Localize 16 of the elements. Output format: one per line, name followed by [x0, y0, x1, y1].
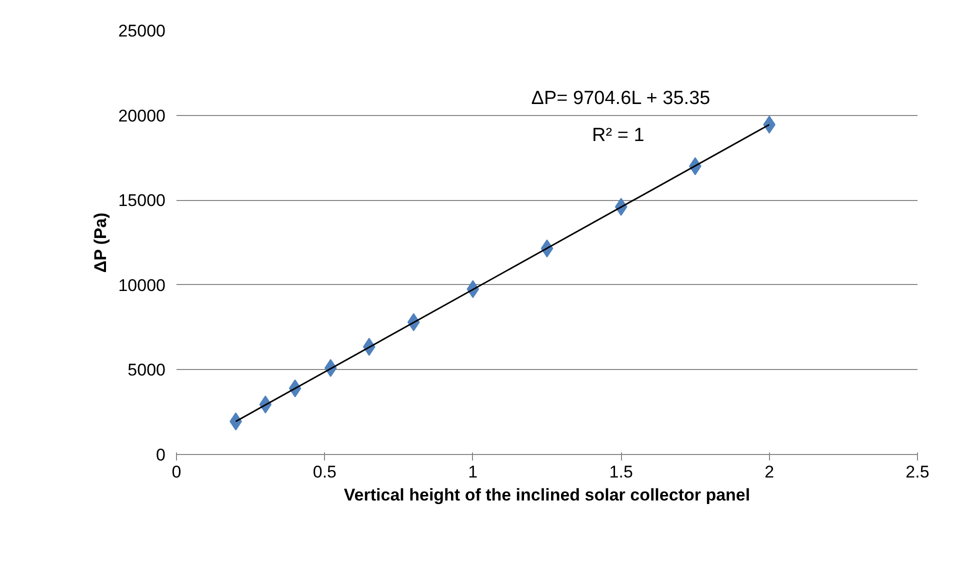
- y-tick-label: 20000: [118, 106, 166, 126]
- x-tick-label: 1.5: [609, 462, 633, 482]
- annotation: R² = 1: [592, 124, 644, 146]
- y-tick-label: 25000: [118, 22, 166, 40]
- x-tick-label: 0: [172, 462, 182, 482]
- x-tick-label: 1: [468, 462, 478, 482]
- x-tick-label: 0.5: [312, 462, 337, 482]
- y-tick-label: 10000: [118, 276, 166, 295]
- y-axis-title: ΔP (Pa): [91, 212, 110, 273]
- y-tick-label: 5000: [128, 360, 166, 380]
- x-tick-label: 2.5: [906, 462, 930, 482]
- y-tick-label: 0: [156, 446, 166, 464]
- x-tick-label: 2: [764, 462, 774, 482]
- x-axis-title: Vertical height of the inclined solar collector panel: [344, 486, 750, 504]
- y-tick-label: 15000: [118, 191, 166, 210]
- annotation: ΔP= 9704.6L + 35.35: [531, 88, 710, 110]
